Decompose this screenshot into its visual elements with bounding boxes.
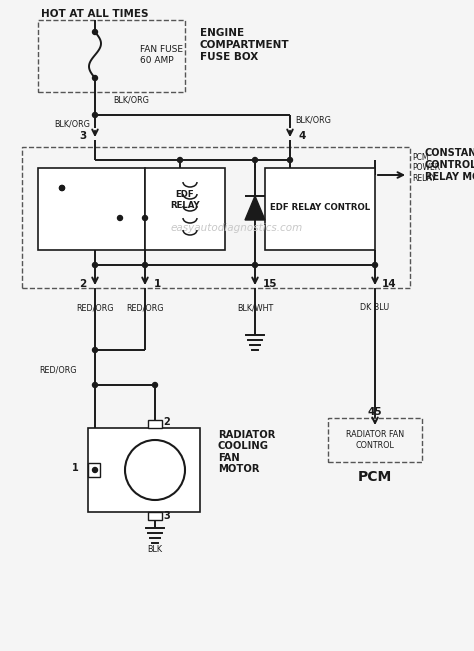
Circle shape xyxy=(373,262,377,268)
Text: 2: 2 xyxy=(163,417,170,427)
Circle shape xyxy=(153,383,157,387)
Text: 3: 3 xyxy=(163,511,170,521)
Circle shape xyxy=(92,113,98,117)
Text: PCM: PCM xyxy=(358,470,392,484)
Text: 45: 45 xyxy=(368,407,383,417)
Text: easyautodiagnostics.com: easyautodiagnostics.com xyxy=(171,223,303,233)
Text: 4: 4 xyxy=(298,131,306,141)
Circle shape xyxy=(143,262,147,268)
Bar xyxy=(145,168,225,250)
Text: FAN FUSE
60 AMP: FAN FUSE 60 AMP xyxy=(140,46,183,64)
Circle shape xyxy=(288,158,292,163)
Text: EDF RELAY CONTROL: EDF RELAY CONTROL xyxy=(270,204,370,212)
Text: 1: 1 xyxy=(72,463,79,473)
Circle shape xyxy=(177,158,182,163)
Bar xyxy=(265,168,375,250)
Bar xyxy=(328,418,422,462)
Text: ENGINE
COMPARTMENT
FUSE BOX: ENGINE COMPARTMENT FUSE BOX xyxy=(200,29,290,62)
Circle shape xyxy=(125,440,185,500)
Text: BLK/ORG: BLK/ORG xyxy=(113,96,149,105)
Bar xyxy=(38,168,145,250)
Circle shape xyxy=(143,215,147,221)
Text: RED/ORG: RED/ORG xyxy=(39,365,77,374)
Text: CONSTANT
CONTROL
RELAY MODULE: CONSTANT CONTROL RELAY MODULE xyxy=(425,148,474,182)
Text: 1: 1 xyxy=(154,279,161,289)
Text: 14: 14 xyxy=(382,279,396,289)
Text: PCM
POWER
RELAY: PCM POWER RELAY xyxy=(412,153,440,183)
Circle shape xyxy=(92,348,98,352)
Text: RED/ORG: RED/ORG xyxy=(76,303,114,312)
Bar xyxy=(88,463,100,477)
Text: BLK/ORG: BLK/ORG xyxy=(54,120,90,128)
Circle shape xyxy=(253,262,257,268)
Text: HOT AT ALL TIMES: HOT AT ALL TIMES xyxy=(41,9,149,19)
Bar xyxy=(148,512,162,520)
Bar xyxy=(22,147,410,288)
Circle shape xyxy=(118,215,122,221)
Circle shape xyxy=(253,158,257,163)
Text: RADIATOR
COOLING
FAN
MOTOR: RADIATOR COOLING FAN MOTOR xyxy=(218,430,275,475)
Bar xyxy=(148,420,162,428)
Text: 2: 2 xyxy=(79,279,87,289)
Text: RED/ORG: RED/ORG xyxy=(126,303,164,312)
Text: BLK: BLK xyxy=(147,544,163,553)
Circle shape xyxy=(92,467,98,473)
Text: DK BLU: DK BLU xyxy=(360,303,390,312)
Text: 15: 15 xyxy=(263,279,277,289)
Circle shape xyxy=(92,262,98,268)
Text: RADIATOR FAN
CONTROL: RADIATOR FAN CONTROL xyxy=(346,430,404,450)
Text: BLK/WHT: BLK/WHT xyxy=(237,303,273,312)
Circle shape xyxy=(60,186,64,191)
Circle shape xyxy=(60,186,64,191)
Circle shape xyxy=(92,383,98,387)
Bar xyxy=(88,428,200,512)
Text: M: M xyxy=(145,460,165,480)
Polygon shape xyxy=(245,196,265,220)
Circle shape xyxy=(92,76,98,81)
Circle shape xyxy=(92,29,98,35)
Text: 3: 3 xyxy=(79,131,87,141)
Bar xyxy=(38,20,185,92)
Text: EDF
RELAY: EDF RELAY xyxy=(170,190,200,210)
Text: BLK/ORG: BLK/ORG xyxy=(295,115,331,124)
